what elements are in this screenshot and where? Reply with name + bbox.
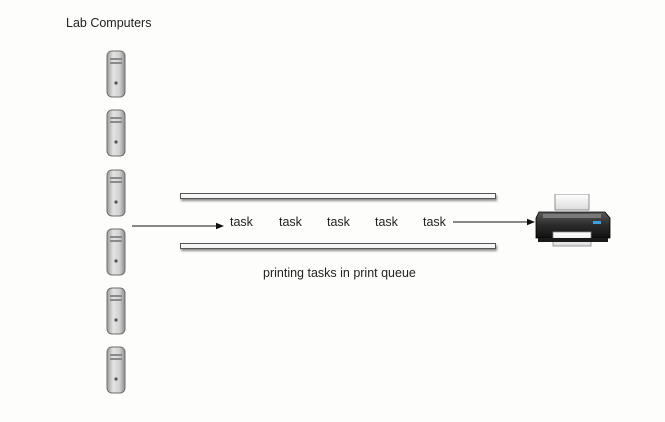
queue-bottom-bar	[180, 243, 496, 249]
queue-task: task	[423, 215, 446, 229]
desktop-tower-icon	[106, 287, 126, 335]
printer-icon	[533, 193, 613, 250]
queue-task: task	[327, 215, 350, 229]
desktop-tower-icon	[106, 228, 126, 276]
desktop-tower-icon	[106, 109, 126, 157]
desktop-tower-icon	[106, 346, 126, 394]
desktop-tower-icon	[106, 50, 126, 98]
diagram-title: Lab Computers	[66, 16, 152, 30]
queue-top-bar	[180, 193, 496, 199]
queue-task: task	[279, 215, 302, 229]
desktop-tower-icon	[106, 169, 126, 217]
queue-task: task	[375, 215, 398, 229]
queue-caption: printing tasks in print queue	[263, 266, 416, 280]
queue-task: task	[230, 215, 253, 229]
